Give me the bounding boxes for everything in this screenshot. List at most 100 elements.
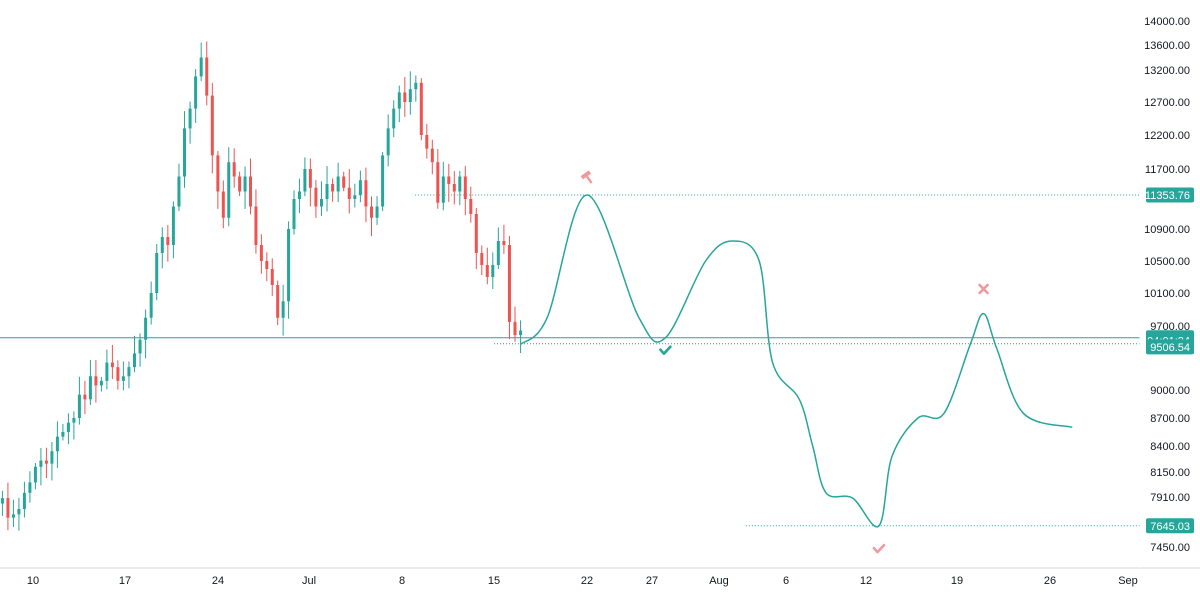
candle-body[interactable] (77, 394, 81, 418)
candle-body[interactable] (99, 380, 103, 386)
candle-body[interactable] (436, 162, 440, 203)
candle-body[interactable] (33, 466, 37, 483)
candle-body[interactable] (171, 206, 175, 246)
candle-body[interactable] (249, 176, 252, 207)
candle-body[interactable] (149, 293, 153, 318)
candle-body[interactable] (358, 180, 362, 196)
candle-body[interactable] (232, 162, 236, 177)
candle-body[interactable] (28, 482, 32, 493)
candle-body[interactable] (419, 82, 423, 135)
candle-body[interactable] (403, 92, 407, 102)
price-tag[interactable] (1146, 339, 1194, 355)
candle-body[interactable] (39, 460, 43, 467)
candle-body[interactable] (519, 330, 523, 336)
candle-body[interactable] (177, 176, 181, 207)
candle-body[interactable] (276, 285, 280, 318)
projection-path[interactable] (520, 194, 1073, 528)
price-tag[interactable] (1146, 187, 1194, 203)
candle-body[interactable] (72, 418, 76, 423)
candle-body[interactable] (216, 155, 220, 192)
candle-body[interactable] (11, 514, 15, 518)
candle-body[interactable] (166, 237, 170, 245)
candle-body[interactable] (22, 492, 26, 509)
candle-body[interactable] (381, 155, 385, 207)
candle-body[interactable] (127, 367, 131, 377)
candle-body[interactable] (94, 376, 98, 386)
candle-body[interactable] (254, 206, 258, 246)
candle-body[interactable] (392, 108, 396, 129)
candle-body[interactable] (397, 92, 401, 109)
candle-body[interactable] (414, 82, 418, 90)
candle-body[interactable] (105, 362, 109, 381)
candle-body[interactable] (507, 245, 511, 322)
candle-body[interactable] (270, 269, 274, 285)
candle-body[interactable] (336, 176, 340, 192)
candle-body[interactable] (502, 241, 506, 245)
candle-body[interactable] (138, 339, 142, 354)
candle-body[interactable] (55, 436, 59, 452)
candle-body[interactable] (369, 206, 373, 218)
candle-body[interactable] (188, 108, 192, 129)
candle-body[interactable] (0, 498, 4, 504)
candle-body[interactable] (287, 229, 291, 302)
candle-body[interactable] (132, 353, 136, 368)
candle-body[interactable] (452, 184, 456, 192)
candle-body[interactable] (121, 376, 125, 381)
candle-body[interactable] (331, 184, 335, 192)
candle-body[interactable] (408, 89, 412, 102)
candle-body[interactable] (458, 176, 462, 192)
candle-body[interactable] (238, 176, 242, 192)
candle-body[interactable] (281, 301, 285, 318)
candle-body[interactable] (364, 180, 368, 207)
candle-body[interactable] (474, 214, 478, 253)
candle-body[interactable] (116, 367, 120, 381)
candle-body[interactable] (292, 199, 296, 229)
candle-body[interactable] (160, 237, 164, 253)
candle-body[interactable] (199, 57, 203, 77)
candle-body[interactable] (44, 460, 48, 464)
candle-body[interactable] (447, 176, 451, 185)
candle-body[interactable] (386, 128, 390, 156)
candle-body[interactable] (66, 422, 70, 432)
candle-body[interactable] (375, 206, 379, 218)
candle-body[interactable] (6, 498, 10, 518)
candle-body[interactable] (347, 187, 351, 199)
candle-body[interactable] (183, 128, 187, 177)
candle-body[interactable] (485, 265, 489, 277)
candle-body[interactable] (83, 394, 87, 400)
candle-body[interactable] (227, 162, 231, 218)
candle-body[interactable] (194, 76, 198, 109)
candle-body[interactable] (480, 253, 484, 265)
candle-body[interactable] (325, 184, 329, 199)
price-tag[interactable] (1146, 518, 1194, 534)
candle-body[interactable] (155, 253, 159, 293)
candle-body[interactable] (243, 176, 247, 192)
candle-body[interactable] (265, 261, 269, 269)
candle-body[interactable] (463, 176, 467, 200)
candle-body[interactable] (303, 169, 307, 192)
candle-body[interactable] (441, 176, 445, 203)
candle-body[interactable] (430, 148, 434, 163)
candle-body[interactable] (144, 317, 148, 340)
candle-body[interactable] (308, 169, 312, 188)
candle-body[interactable] (50, 451, 54, 464)
candle-body[interactable] (496, 241, 500, 265)
candle-body[interactable] (297, 191, 301, 200)
candle-body[interactable] (353, 195, 357, 199)
candle-body[interactable] (205, 57, 209, 96)
candle-body[interactable] (342, 176, 346, 188)
candle-body[interactable] (88, 376, 92, 400)
candle-body[interactable] (513, 321, 517, 336)
candle-body[interactable] (491, 265, 495, 277)
candle-body[interactable] (259, 245, 263, 261)
candle-body[interactable] (319, 199, 323, 207)
candle-body[interactable] (110, 362, 114, 368)
candle-body[interactable] (221, 191, 225, 218)
candle-body[interactable] (469, 199, 473, 214)
candle-body[interactable] (210, 95, 214, 156)
candle-body[interactable] (314, 187, 318, 207)
candle-body[interactable] (61, 432, 65, 437)
candle-body[interactable] (17, 508, 21, 515)
candle-body[interactable] (425, 135, 429, 149)
